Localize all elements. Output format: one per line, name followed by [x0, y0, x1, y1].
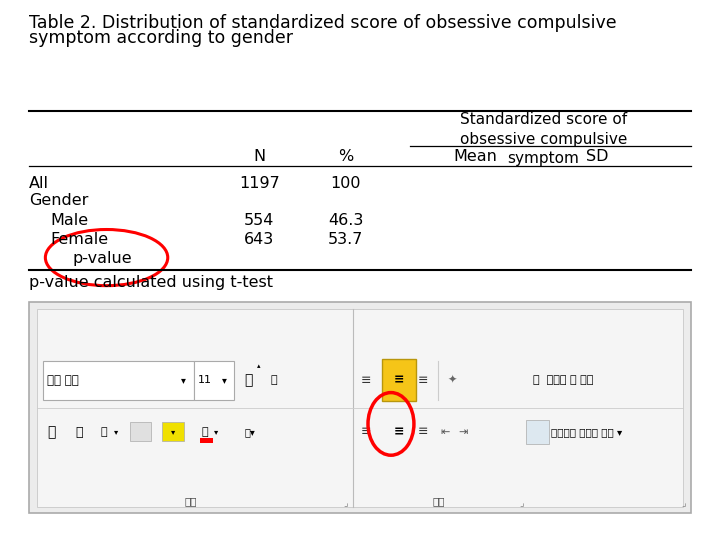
- Text: ▾: ▾: [171, 427, 175, 436]
- Text: All: All: [29, 176, 49, 191]
- Text: ▾: ▾: [181, 375, 186, 385]
- Text: Mean: Mean: [454, 149, 497, 164]
- Text: %: %: [338, 149, 354, 164]
- Text: 1197: 1197: [239, 176, 279, 191]
- Text: ≡: ≡: [361, 374, 371, 387]
- Text: 맑은 고딕: 맑은 고딕: [47, 374, 78, 387]
- Text: ▾: ▾: [114, 428, 118, 436]
- Text: Female: Female: [50, 232, 109, 247]
- Text: ≡: ≡: [418, 374, 428, 387]
- Text: SD: SD: [586, 149, 609, 164]
- Text: ⌟: ⌟: [343, 498, 348, 508]
- FancyBboxPatch shape: [29, 302, 691, 513]
- Text: Standardized score of
obsessive compulsive
symptom: Standardized score of obsessive compulsi…: [460, 112, 627, 166]
- Text: ≡: ≡: [361, 426, 371, 438]
- Text: 가: 가: [202, 427, 209, 437]
- Text: Table 2. Distribution of standardized score of obsessive compulsive: Table 2. Distribution of standardized sc…: [29, 14, 616, 31]
- Text: ≡: ≡: [418, 426, 428, 438]
- Text: ≡: ≡: [394, 374, 404, 387]
- Text: Male: Male: [50, 213, 89, 228]
- Text: 글  텍스트 줄 바꿈: 글 텍스트 줄 바꿈: [533, 375, 593, 385]
- Text: 배▾: 배▾: [245, 427, 256, 437]
- FancyBboxPatch shape: [130, 422, 151, 441]
- Text: 100: 100: [330, 176, 361, 191]
- Text: ⇥: ⇥: [458, 427, 468, 437]
- Text: 맞춤: 맞춤: [433, 496, 446, 506]
- Text: p-value calculated using t-test: p-value calculated using t-test: [29, 275, 273, 291]
- Text: 11: 11: [198, 375, 212, 385]
- Text: ▴: ▴: [258, 362, 261, 369]
- Text: 병합하고 가운데 맞춤 ▾: 병합하고 가운데 맞춤 ▾: [551, 427, 622, 437]
- Text: symptom according to gender: symptom according to gender: [29, 29, 293, 47]
- Text: 643: 643: [244, 232, 274, 247]
- FancyBboxPatch shape: [43, 361, 194, 400]
- Text: 46.3: 46.3: [328, 213, 364, 228]
- FancyBboxPatch shape: [200, 438, 213, 443]
- FancyBboxPatch shape: [382, 359, 416, 401]
- Text: p-value: p-value: [72, 251, 132, 266]
- Text: 53.7: 53.7: [328, 232, 364, 247]
- Text: ▾: ▾: [214, 428, 218, 436]
- Text: 가: 가: [244, 373, 253, 387]
- Text: ⇤: ⇤: [440, 427, 450, 437]
- Text: Gender: Gender: [29, 193, 88, 208]
- Text: ✦: ✦: [447, 375, 457, 385]
- Text: N: N: [253, 149, 265, 164]
- Text: 가: 가: [101, 427, 107, 437]
- Text: ⌟: ⌟: [682, 498, 686, 508]
- FancyBboxPatch shape: [526, 420, 549, 444]
- Text: ▾: ▾: [222, 375, 227, 385]
- FancyBboxPatch shape: [162, 422, 184, 441]
- Text: 가: 가: [270, 375, 277, 385]
- Text: 가: 가: [76, 426, 83, 438]
- Text: 554: 554: [244, 213, 274, 228]
- Text: ≡: ≡: [394, 426, 404, 438]
- Text: 글꼴: 글꼴: [184, 496, 197, 506]
- FancyBboxPatch shape: [37, 309, 683, 507]
- Text: 가: 가: [47, 425, 55, 439]
- FancyBboxPatch shape: [194, 361, 234, 400]
- Text: ⌟: ⌟: [520, 498, 524, 508]
